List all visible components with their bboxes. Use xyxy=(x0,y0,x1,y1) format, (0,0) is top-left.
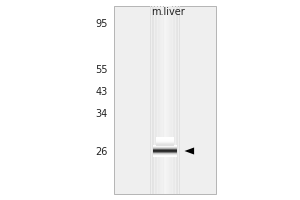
Bar xyxy=(153,153,177,154)
Polygon shape xyxy=(184,147,194,155)
Bar xyxy=(153,147,177,148)
Text: 55: 55 xyxy=(95,65,108,75)
Bar xyxy=(156,140,174,141)
Bar xyxy=(178,6,179,194)
Bar xyxy=(153,150,177,151)
Text: 34: 34 xyxy=(96,109,108,119)
Bar xyxy=(167,6,168,194)
Bar xyxy=(156,144,174,145)
Bar xyxy=(156,137,174,138)
Bar xyxy=(165,6,166,194)
Bar xyxy=(163,6,164,194)
Bar xyxy=(174,6,175,194)
Bar xyxy=(154,6,155,194)
Bar xyxy=(153,145,177,146)
Bar xyxy=(156,6,157,194)
Bar xyxy=(159,6,160,194)
Bar xyxy=(169,6,170,194)
Bar xyxy=(156,143,174,144)
Bar xyxy=(173,6,174,194)
Bar xyxy=(153,151,177,152)
Bar xyxy=(160,6,161,194)
Bar xyxy=(156,139,174,140)
Bar xyxy=(166,6,167,194)
Bar xyxy=(153,148,177,149)
Bar xyxy=(179,6,180,194)
Bar xyxy=(157,6,158,194)
Bar xyxy=(153,146,177,147)
Bar xyxy=(151,6,152,194)
Bar xyxy=(156,141,174,142)
Bar xyxy=(153,6,154,194)
Text: 26: 26 xyxy=(96,147,108,157)
Bar xyxy=(158,6,159,194)
Bar xyxy=(177,6,178,194)
Bar xyxy=(152,6,153,194)
Bar xyxy=(114,6,216,194)
Bar xyxy=(150,6,151,194)
Bar xyxy=(164,6,165,194)
Bar xyxy=(169,6,170,194)
Text: m.liver: m.liver xyxy=(151,7,185,17)
Bar xyxy=(155,6,156,194)
Bar xyxy=(161,6,162,194)
Bar xyxy=(156,142,174,143)
Bar xyxy=(170,6,171,194)
Bar xyxy=(168,6,169,194)
Text: 95: 95 xyxy=(96,19,108,29)
Bar xyxy=(171,6,172,194)
Bar xyxy=(153,149,177,150)
Bar xyxy=(153,155,177,156)
Bar xyxy=(172,6,173,194)
Bar xyxy=(156,145,174,146)
Bar xyxy=(175,6,176,194)
Text: 43: 43 xyxy=(96,87,108,97)
Bar xyxy=(162,6,163,194)
Bar xyxy=(153,152,177,153)
Bar xyxy=(153,154,177,155)
Bar xyxy=(176,6,177,194)
Bar xyxy=(156,138,174,139)
